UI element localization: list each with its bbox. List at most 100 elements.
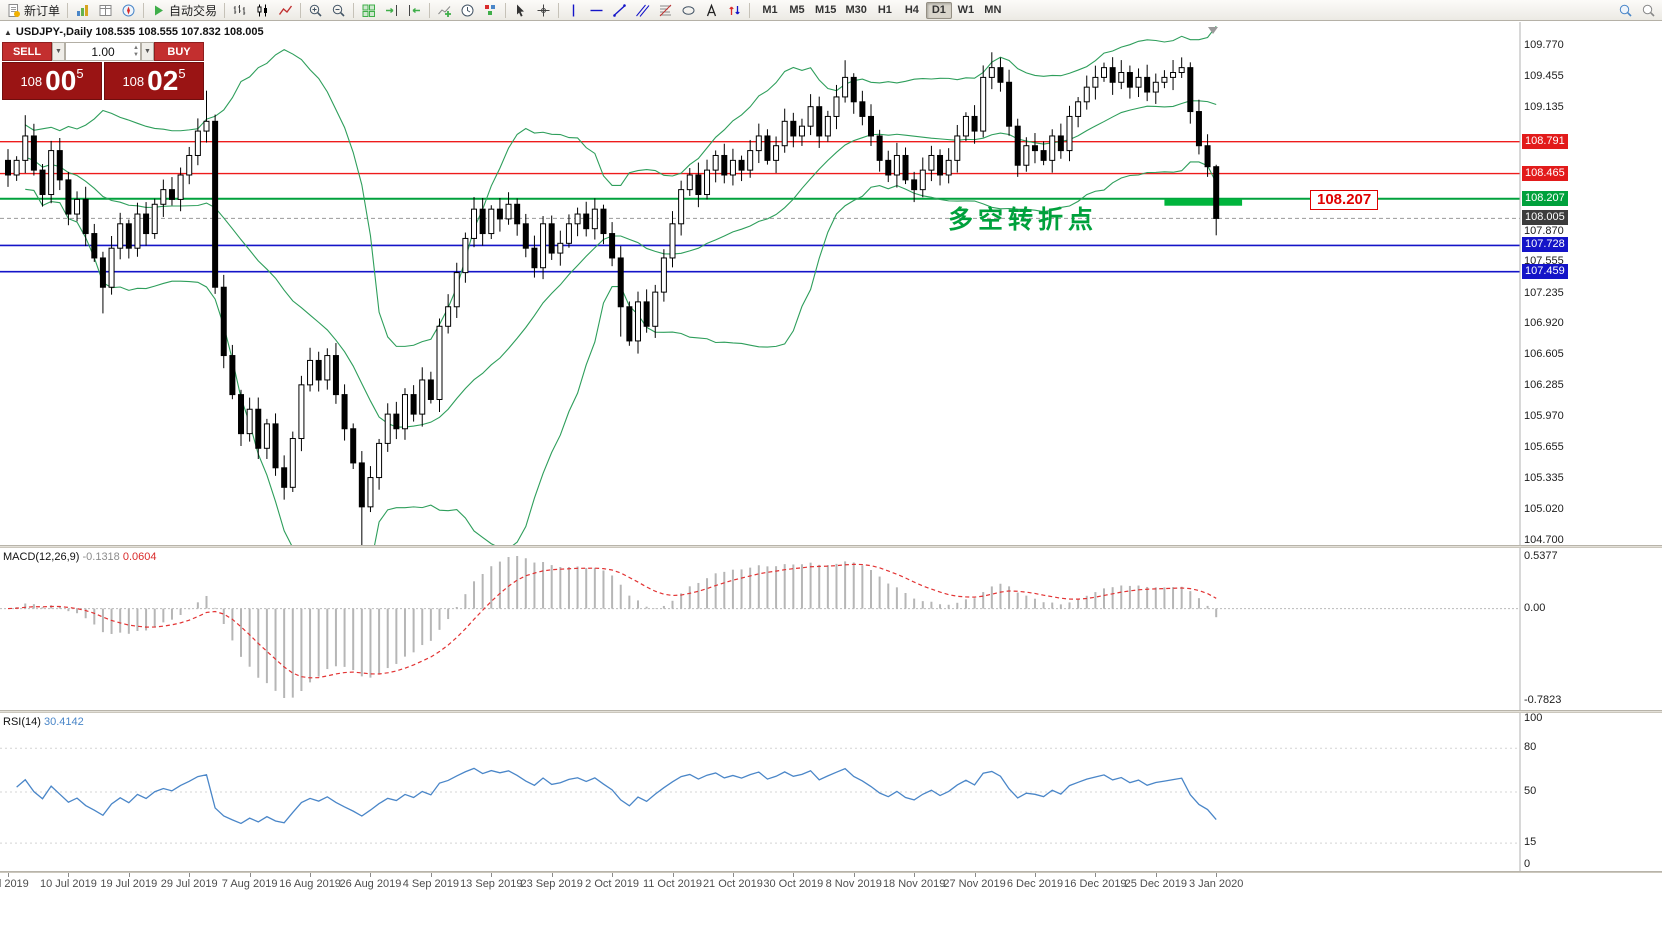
buy-price-sup: 5 xyxy=(178,65,186,81)
candlestick-chart-button[interactable] xyxy=(251,1,274,19)
date-tick-label: 10 Jul 2019 xyxy=(39,878,97,890)
autotrading-label: 自动交易 xyxy=(169,3,218,18)
toolbar-separator xyxy=(749,2,751,18)
symbol-search-button[interactable] xyxy=(1637,1,1660,19)
templates-button[interactable] xyxy=(479,1,502,19)
date-tick-label: Jul 2019 xyxy=(0,878,29,890)
volume-decrease-button[interactable]: ▼ xyxy=(52,42,65,61)
rsi-plot[interactable] xyxy=(0,713,1662,871)
periods-icon xyxy=(460,3,475,18)
data-window-button[interactable] xyxy=(94,1,117,19)
channel-button[interactable] xyxy=(631,1,654,19)
zoom-out-button[interactable] xyxy=(327,1,350,19)
toolbar-separator xyxy=(353,2,355,18)
volume-input[interactable]: 1.00 ▲ ▼ xyxy=(65,42,141,61)
price-axis[interactable]: 109.770 109.455 109.135 107.870 107.555 107.2… xyxy=(1522,22,1602,546)
price-axis-label: 106.920 xyxy=(1524,317,1564,330)
line-chart-button[interactable] xyxy=(274,1,297,19)
timeframe-button-M30[interactable]: M30 xyxy=(841,2,870,19)
fibonacci-button[interactable] xyxy=(654,1,677,19)
new-order-icon xyxy=(6,3,21,18)
macd-axis[interactable]: 0.5377 0.00 -0.7823 xyxy=(1522,548,1602,710)
timeframe-button-D1[interactable]: D1 xyxy=(925,1,952,19)
timeframe-button-M1[interactable]: M1 xyxy=(757,2,783,19)
date-tick xyxy=(68,873,70,877)
periods-button[interactable] xyxy=(456,1,479,19)
indicators-icon xyxy=(437,3,452,18)
panel-separator[interactable] xyxy=(0,545,1662,548)
chart-shift-marker[interactable] xyxy=(1208,27,1218,34)
timeframe-button-MN[interactable]: MN xyxy=(980,2,1006,19)
crosshair-button[interactable] xyxy=(532,1,555,19)
price-axis-label: 105.655 xyxy=(1524,440,1564,453)
vertical-line-button[interactable] xyxy=(562,1,585,19)
candlestick-chart-icon xyxy=(255,3,270,18)
date-tick xyxy=(128,873,130,877)
turning-point-annotation[interactable]: 多空转折点 xyxy=(948,206,1099,234)
price-axis-label: 109.455 xyxy=(1524,69,1564,82)
date-tick xyxy=(1155,873,1157,877)
market-watch-button[interactable] xyxy=(71,1,94,19)
chart-shift-button[interactable] xyxy=(403,1,426,19)
rsi-axis[interactable]: 100 80 50 15 0 xyxy=(1522,712,1602,871)
timeframe-button-W1[interactable]: W1 xyxy=(953,2,979,19)
date-tick xyxy=(1216,873,1218,877)
panel-separator[interactable] xyxy=(0,871,1662,873)
sell-price[interactable]: 108 00 5 xyxy=(2,62,102,100)
panel-separator[interactable] xyxy=(0,710,1662,713)
new-order-button[interactable]: 新订单 xyxy=(2,1,64,19)
chart-plot[interactable] xyxy=(0,22,1662,545)
fibonacci-icon xyxy=(658,3,673,18)
text-button[interactable] xyxy=(700,1,723,19)
arrows-button[interactable] xyxy=(723,1,746,19)
horizontal-line-button[interactable] xyxy=(585,1,608,19)
timeframe-button-M15[interactable]: M15 xyxy=(811,2,840,19)
trendline-button[interactable] xyxy=(608,1,631,19)
volume-stepper[interactable]: ▲ ▼ xyxy=(133,43,139,60)
autotrading-button[interactable]: 自动交易 xyxy=(147,1,221,19)
stepper-down-icon[interactable]: ▼ xyxy=(133,51,139,58)
buy-button[interactable]: BUY xyxy=(154,42,204,61)
date-tick-label: 2 Oct 2019 xyxy=(585,878,639,890)
price-tag-label[interactable]: 108.207 xyxy=(1310,190,1379,210)
auto-scroll-icon xyxy=(384,3,399,18)
date-tick-label: 23 Sep 2019 xyxy=(520,878,583,890)
auto-scroll-button[interactable] xyxy=(380,1,403,19)
navigator-icon xyxy=(121,3,136,18)
rsi-axis-label: 50 xyxy=(1524,785,1537,797)
collapse-icon[interactable]: ▲ xyxy=(4,27,12,37)
macd-axis-label: -0.7823 xyxy=(1524,694,1562,706)
date-tick xyxy=(914,873,916,877)
date-tick xyxy=(8,873,9,877)
date-tick xyxy=(853,873,855,877)
price-axis-label: 105.335 xyxy=(1524,472,1564,485)
volume-increase-button[interactable]: ▼ xyxy=(141,42,154,61)
sell-button[interactable]: SELL xyxy=(2,42,52,61)
date-tick-label: 3 Jan 2020 xyxy=(1188,878,1244,890)
tile-windows-button[interactable] xyxy=(357,1,380,19)
buy-price[interactable]: 108 02 5 xyxy=(104,62,204,100)
new-order-label: 新订单 xyxy=(24,3,61,18)
timeframe-button-H4[interactable]: H4 xyxy=(899,2,925,19)
rsi-axis-label: 100 xyxy=(1524,712,1543,724)
stepper-up-icon[interactable]: ▲ xyxy=(133,44,139,51)
date-tick xyxy=(1095,873,1097,877)
date-tick-label: 16 Dec 2019 xyxy=(1064,878,1127,890)
macd-plot[interactable] xyxy=(0,548,1662,710)
zoom-in-icon xyxy=(308,3,323,18)
search-button[interactable] xyxy=(1614,1,1637,19)
date-tick xyxy=(370,873,372,877)
timeframe-button-M5[interactable]: M5 xyxy=(784,2,810,19)
date-tick xyxy=(310,873,312,877)
chart-shift-icon xyxy=(407,3,422,18)
zoom-in-button[interactable] xyxy=(304,1,327,19)
navigator-button[interactable] xyxy=(117,1,140,19)
shapes-button[interactable] xyxy=(677,1,700,19)
cursor-button[interactable] xyxy=(509,1,532,19)
bar-chart-button[interactable] xyxy=(228,1,251,19)
timeframe-button-H1[interactable]: H1 xyxy=(872,2,898,19)
autotrading-icon xyxy=(151,3,166,18)
price-axis-label: 109.770 xyxy=(1524,39,1564,52)
indicators-button[interactable] xyxy=(433,1,456,19)
